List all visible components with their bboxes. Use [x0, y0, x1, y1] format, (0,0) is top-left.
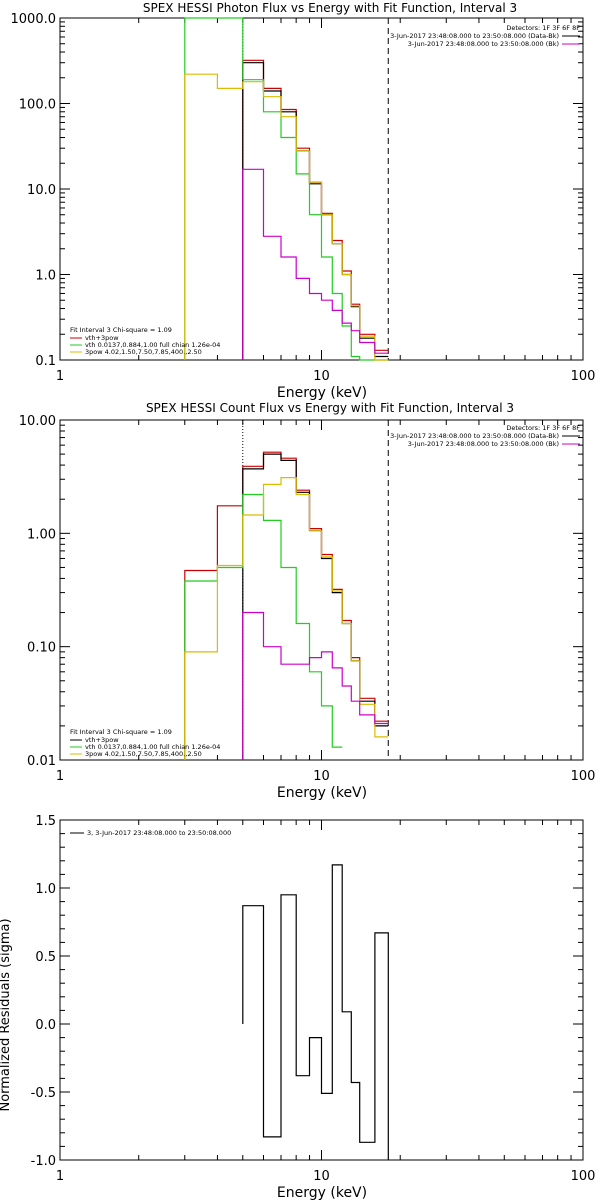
- series-vth-3pow-histogram: [242, 59, 389, 360]
- photon-ytick-0.1: 0.1: [35, 354, 56, 369]
- photon-bk-text: 3-Jun-2017 23:48:08.000 to 23:50:08.000 …: [408, 40, 559, 48]
- photon-xtick-1: 1: [56, 369, 64, 384]
- residuals-ytick-1: 1.0: [35, 882, 56, 897]
- count-chart-title: SPEX HESSI Count Flux vs Energy with Fit…: [146, 401, 514, 415]
- photon-data-bk-text: 3-Jun-2017 23:48:08.000 to 23:50:08.000 …: [390, 32, 559, 40]
- photon-legend-vth: vth 0.0137,0.884,1.00 full chian 1.26e-0…: [85, 341, 220, 349]
- count-ytick-0.1: 0.10: [27, 641, 56, 656]
- photon-xtick-100: 100: [571, 369, 596, 384]
- residuals-xtick-100: 100: [571, 1169, 596, 1184]
- count-detectors-text: Detectors: 1F 3F 6F 8F: [506, 424, 580, 432]
- photon-ytick-100: 100.0: [19, 98, 56, 113]
- series-3-histogram: [242, 864, 389, 1160]
- residuals-xtick-10: 10: [313, 1169, 330, 1184]
- series-data-histogram: [242, 62, 389, 360]
- count-x-axis-label: Energy (keV): [277, 785, 367, 801]
- count-bk-text: 3-Jun-2017 23:48:08.000 to 23:50:08.000 …: [408, 440, 559, 448]
- photon-fit-chisq-text: Fit Interval 3 Chi-square = 1.09: [70, 326, 172, 334]
- residuals-legend-text: 3, 3-Jun-2017 23:48:08.000 to 23:50:08.0…: [87, 829, 231, 837]
- residuals-ytick-neg0.5: -0.5: [31, 1086, 56, 1101]
- count-flux-panel: SPEX HESSI Count Flux vs Energy with Fit…: [19, 401, 596, 801]
- photon-flux-panel: SPEX HESSI Photon Flux vs Energy with Fi…: [11, 1, 596, 401]
- residuals-ytick-0.5: 0.5: [35, 950, 56, 965]
- count-ytick-10: 10.00: [19, 414, 56, 429]
- photon-ytick-10: 10.0: [27, 183, 56, 198]
- photon-detectors-text: Detectors: 1F 3F 6F 8F: [506, 24, 580, 32]
- photon-x-axis-label: Energy (keV): [277, 385, 367, 401]
- residuals-plot-frame: [59, 819, 584, 1161]
- photon-ytick-1: 1.0: [35, 269, 56, 284]
- series-background-histogram: [242, 168, 389, 360]
- series-3pow-histogram: [184, 73, 389, 361]
- residuals-x-axis-label: Energy (keV): [277, 1185, 367, 1200]
- count-legend-total: vth+3pow: [85, 736, 119, 744]
- photon-xtick-10: 10: [313, 369, 330, 384]
- residuals-ytick-0: 0.0: [35, 1018, 56, 1033]
- series-data-histogram: [242, 453, 389, 760]
- photon-legend-total: vth+3pow: [85, 334, 119, 342]
- count-plot-frame: [59, 419, 584, 761]
- count-xtick-1: 1: [56, 769, 64, 784]
- residuals-xtick-1: 1: [56, 1169, 64, 1184]
- photon-ytick-1000: 1000.0: [11, 12, 57, 27]
- series-background-histogram: [242, 611, 389, 760]
- series-vth-3pow-histogram: [184, 451, 389, 760]
- count-ytick-1: 1.00: [27, 527, 56, 542]
- photon-legend-3pow: 3pow 4.02,1.50,7.50,7.85,400.,2.50: [85, 348, 202, 356]
- residuals-y-axis-label: Normalized Residuals (sigma): [0, 918, 13, 1111]
- count-fit-chisq-text: Fit Interval 3 Chi-square = 1.09: [70, 728, 172, 736]
- series-vth-histogram: [184, 17, 389, 361]
- series-3pow-histogram: [184, 477, 389, 760]
- count-legend-3pow: 3pow 4.02,1.50,7.50,7.85,400.,2.50: [85, 750, 202, 758]
- count-xtick-100: 100: [571, 769, 596, 784]
- residuals-ytick-neg1: -1.0: [31, 1154, 56, 1169]
- count-ytick-0.01: 0.01: [27, 754, 56, 769]
- count-data-bk-text: 3-Jun-2017 23:48:08.000 to 23:50:08.000 …: [390, 432, 559, 440]
- residuals-panel: 1 10 100 -1.0 -0.5 0.0 0.5 1.0 1.5 Energ…: [0, 814, 595, 1200]
- count-legend-vth: vth 0.0137,0.884,1.00 full chian 1.26e-0…: [85, 743, 220, 751]
- residuals-ytick-1.5: 1.5: [35, 814, 56, 829]
- photon-chart-title: SPEX HESSI Photon Flux vs Energy with Fi…: [143, 1, 517, 15]
- count-xtick-10: 10: [313, 769, 330, 784]
